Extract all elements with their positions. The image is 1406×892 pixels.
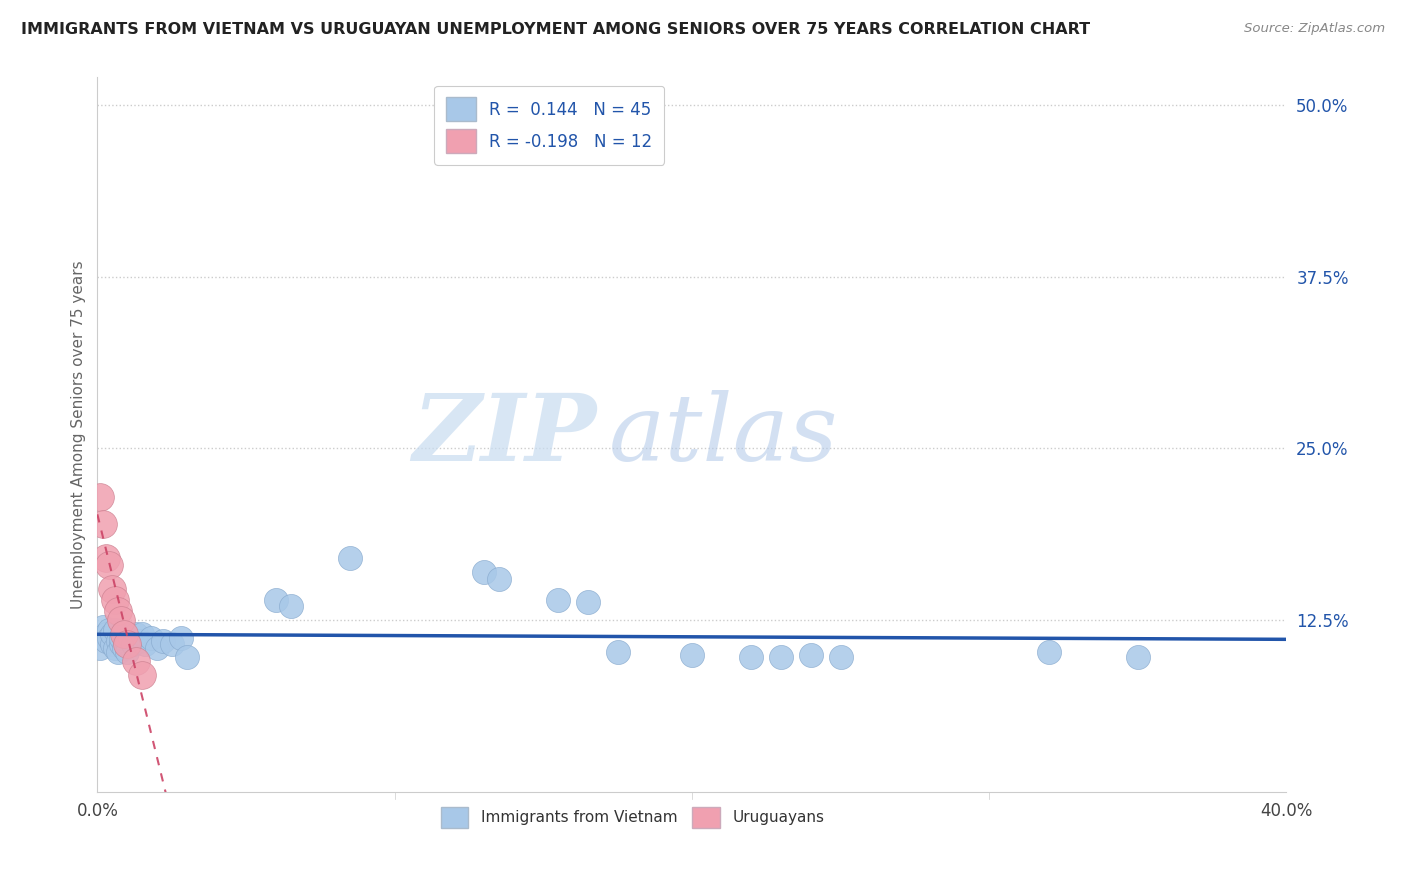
Point [112,640,135,655]
Point [122,636,145,650]
Text: ZIP: ZIP [412,390,596,480]
Point [160,636,183,650]
Point [101,627,124,641]
Point [89,640,111,655]
Point [1126,650,1149,665]
Point [169,631,191,645]
Point [800,648,823,662]
Text: IMMIGRANTS FROM VIETNAM VS URUGUAYAN UNEMPLOYMENT AMONG SENIORS OVER 75 YEARS CO: IMMIGRANTS FROM VIETNAM VS URUGUAYAN UNE… [21,22,1090,37]
Point [104,592,127,607]
Point [146,640,169,655]
Point [176,650,198,665]
Point [101,582,124,596]
Point [139,631,162,645]
Point [96,627,118,641]
Point [152,633,174,648]
Point [264,592,287,607]
Point [488,572,510,586]
Point [740,650,762,665]
Legend: Immigrants from Vietnam, Uruguayans: Immigrants from Vietnam, Uruguayans [434,800,830,834]
Point [101,636,124,650]
Point [547,592,569,607]
Point [770,650,793,665]
Point [96,551,118,566]
Text: atlas: atlas [609,390,838,480]
Point [91,620,114,634]
Point [112,627,135,641]
Point [125,655,148,669]
Point [98,558,121,573]
Point [107,604,129,618]
Point [115,645,138,659]
Point [98,623,121,637]
Point [98,631,121,645]
Point [472,565,495,579]
Point [339,551,361,566]
Point [128,633,150,648]
Point [91,516,114,531]
Point [107,633,129,648]
Point [89,490,111,504]
Point [830,650,852,665]
Point [96,633,118,648]
Point [125,627,148,641]
Point [104,623,127,637]
Point [131,627,153,641]
Point [107,645,129,659]
Point [681,648,703,662]
Point [112,627,135,641]
Point [110,636,132,650]
Point [115,636,138,650]
Text: Source: ZipAtlas.com: Source: ZipAtlas.com [1244,22,1385,36]
Y-axis label: Unemployment Among Seniors over 75 years: Unemployment Among Seniors over 75 years [72,260,86,609]
Point [1038,645,1060,659]
Point [115,636,138,650]
Point [104,640,127,655]
Point [280,599,302,614]
Point [576,595,599,609]
Point [606,645,628,659]
Point [118,631,141,645]
Point [134,636,156,650]
Point [110,631,132,645]
Point [110,613,132,627]
Point [131,668,153,682]
